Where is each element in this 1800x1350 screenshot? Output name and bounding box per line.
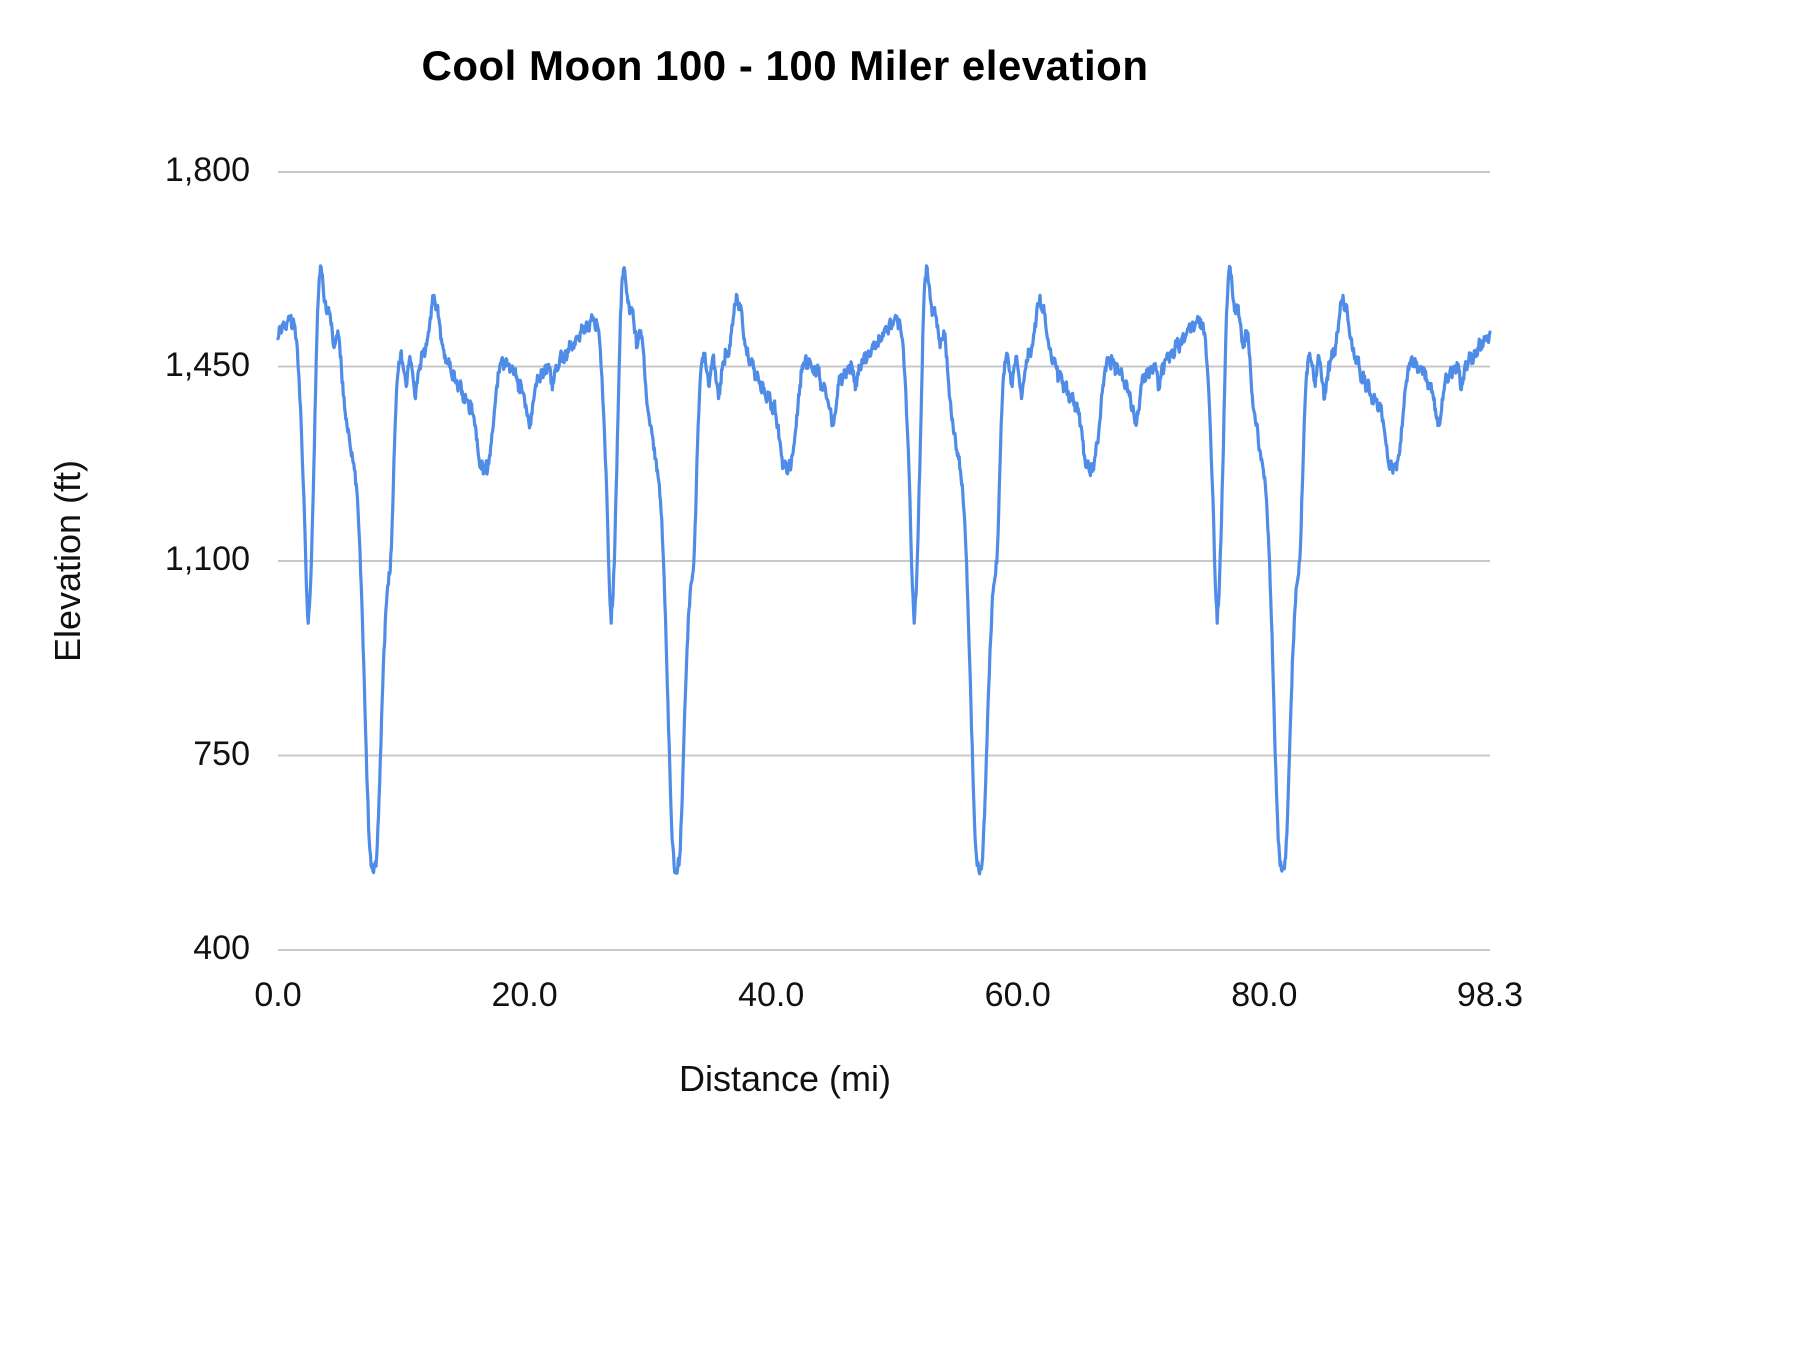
x-tick-label: 20.0 <box>491 976 558 1014</box>
x-tick-label: 0.0 <box>254 976 302 1014</box>
y-tick-label: 1,100 <box>164 540 250 578</box>
chart-title: Cool Moon 100 - 100 Miler elevation <box>421 42 1149 89</box>
y-tick-label: 750 <box>193 734 250 773</box>
y-tick-label: 1,800 <box>164 151 250 189</box>
y-tick-label: 400 <box>193 929 250 967</box>
x-tick-label: 98.3 <box>1456 976 1524 1014</box>
x-axis-title: Distance (mi) <box>678 1058 892 1099</box>
y-tick-label: 1,450 <box>164 345 250 384</box>
x-tick-label: 80.0 <box>1231 976 1298 1014</box>
elevation-series-line <box>276 264 1492 876</box>
x-tick-label: 60.0 <box>984 976 1051 1014</box>
x-tick-label: 40.0 <box>738 976 805 1014</box>
